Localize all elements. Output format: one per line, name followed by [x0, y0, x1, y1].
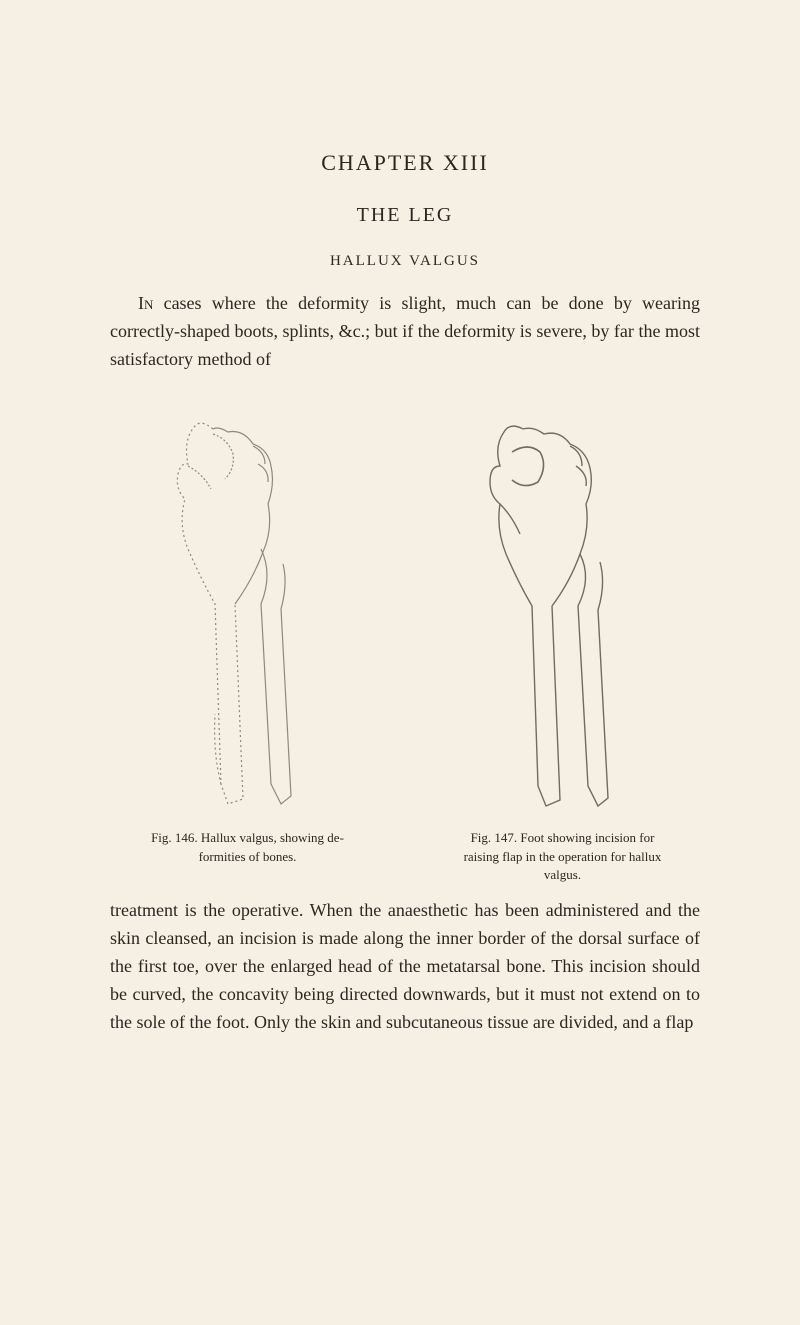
figure-146-caption: Fig. 146. Hallux valgus, showing de­form… [128, 829, 368, 867]
figure-146-block: Fig. 146. Hallux valgus, showing de­form… [128, 404, 368, 886]
figures-row: Fig. 146. Hallux valgus, showing de­form… [110, 404, 700, 886]
continuation-paragraph: treatment is the operative. When the ana… [110, 897, 700, 1036]
figure-146-label: Fig. 146. [151, 830, 198, 845]
chapter-label: CHAPTER XIII [110, 150, 700, 176]
intro-text: cases where the deformity is slight, muc… [110, 293, 700, 369]
figure-147-label: Fig. 147. [471, 830, 518, 845]
chapter-subtitle: HALLUX VALGUS [110, 253, 700, 270]
lead-word: In [138, 293, 153, 313]
figure-147-drawing [468, 404, 658, 814]
figure-147-block: Fig. 147. Foot showing incision for rais… [443, 404, 683, 886]
chapter-title: THE LEG [110, 204, 700, 227]
figure-146-drawing [153, 404, 343, 814]
figure-146-text: Hallux valgus, showing de­formities of b… [198, 830, 344, 864]
intro-paragraph: In cases where the deformity is slight, … [110, 290, 700, 374]
figure-147-caption: Fig. 147. Foot showing incision for rais… [443, 829, 683, 886]
